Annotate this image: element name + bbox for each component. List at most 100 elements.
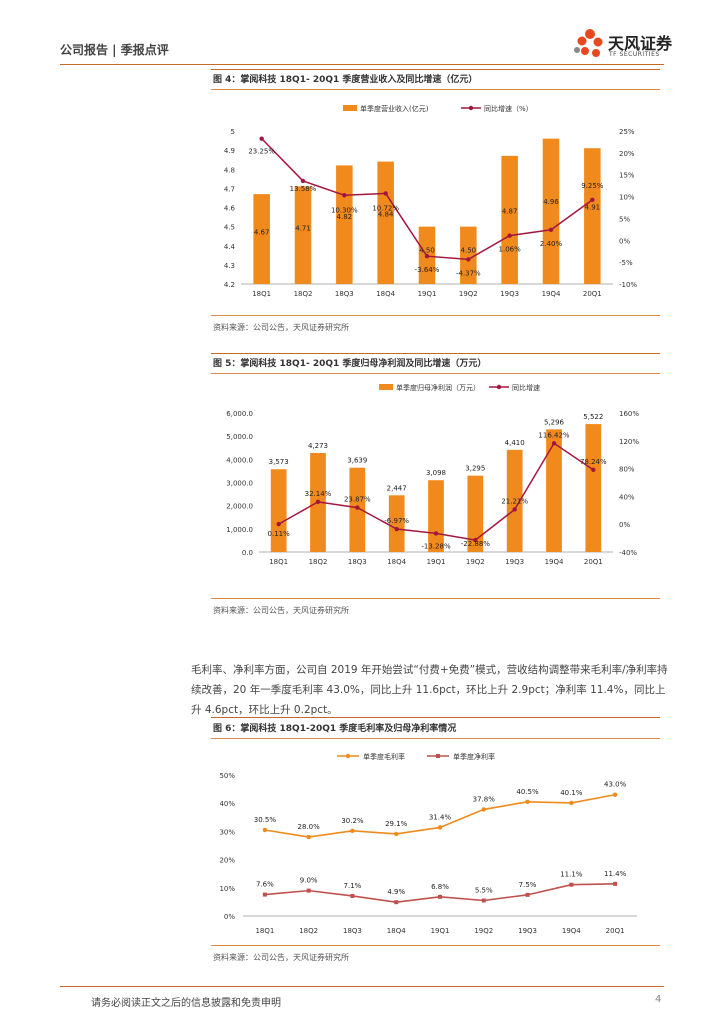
y-tick-label: 4.6	[224, 205, 236, 213]
y2-tick-label: 0%	[619, 521, 630, 529]
footer-rule	[60, 986, 664, 987]
x-tick-label: 19Q3	[518, 927, 537, 935]
growth-label: 13.58%	[290, 185, 317, 193]
growth-label: 2.40%	[540, 240, 563, 248]
growth-point	[466, 257, 471, 262]
growth-label: -4.37%	[456, 269, 481, 277]
growth-point	[591, 467, 596, 473]
bar-label: 3,098	[426, 469, 446, 477]
fig6-bottom-rule	[211, 945, 660, 946]
legend-bar-label: 单季度营业收入(亿元)	[360, 104, 429, 113]
gross-margin-label: 37.8%	[473, 795, 496, 803]
growth-label: 78.24%	[580, 458, 607, 466]
report-category: 公司报告 | 季报点评	[60, 43, 169, 57]
y2-tick-label: -5%	[619, 259, 633, 267]
fig6-top-rule	[211, 717, 660, 718]
growth-point	[383, 191, 388, 196]
net-margin-label: 7.5%	[519, 881, 537, 889]
y-tick-label: 5	[231, 128, 235, 136]
bar-label: 4.91	[585, 203, 601, 211]
bar-label: 4.84	[378, 211, 394, 219]
growth-label: 116.42%	[538, 431, 569, 439]
growth-point	[424, 253, 430, 259]
x-tick-label: 19Q4	[542, 290, 561, 298]
y-tick-label: 4.8	[224, 166, 235, 174]
revenue-chart: 单季度营业收入(亿元) 同比增速（%）4.24.34.44.54.64.74.84…	[224, 104, 638, 298]
growth-point	[315, 499, 321, 505]
y-tick-label: 20%	[219, 857, 235, 865]
fig6-caption: 图 6：掌阅科技 18Q1-20Q1 季度毛利率及归母净利率情况	[213, 724, 457, 734]
y-tick-label: 6,000.0	[226, 410, 253, 418]
growth-point	[433, 531, 439, 536]
x-tick-label: 19Q1	[418, 290, 437, 298]
net-margin-point	[613, 881, 618, 886]
legend-label: 单季度净利率	[453, 752, 495, 761]
y2-tick-label: -10%	[619, 281, 637, 289]
bar	[377, 161, 394, 284]
growth-label: 21.21%	[501, 497, 528, 505]
y-tick-label: 4.9	[224, 147, 235, 155]
y-tick-label: 50%	[219, 772, 235, 780]
y2-tick-label: 0%	[619, 237, 630, 245]
legend-marker	[345, 753, 351, 759]
legend-marker	[436, 754, 440, 758]
net-margin-point	[438, 894, 442, 899]
gross-margin-label: 31.4%	[429, 813, 452, 821]
growth-label: -3.64%	[415, 266, 440, 274]
fig5-top-rule	[211, 353, 660, 354]
gross-margin-point	[306, 834, 311, 840]
y2-tick-label: 10%	[619, 194, 635, 202]
bar	[584, 148, 601, 284]
gross-margin-point	[525, 799, 530, 804]
y-tick-label: 4,000.0	[226, 456, 253, 464]
growth-label: 10.30%	[331, 206, 358, 214]
y-tick-label: 4.7	[224, 185, 235, 193]
growth-point	[276, 521, 281, 527]
gross-margin-label: 28.0%	[298, 823, 321, 831]
legend-bar-swatch	[343, 105, 357, 111]
x-tick-label: 19Q4	[562, 927, 581, 935]
bar-label: 4.50	[461, 246, 477, 254]
bar-label: 4,273	[308, 442, 328, 450]
fig4-source: 资料来源：公司公告，天风证券研究所	[213, 323, 349, 332]
logo-name: 天风证券	[608, 34, 673, 53]
body-paragraph: 毛利率、净利率方面，公司自 2019 年开始尝试“付费+免费”模式，营收结构调整…	[191, 664, 668, 716]
growth-point	[259, 136, 264, 141]
growth-label: 9.25%	[581, 182, 604, 190]
x-tick-label: 19Q3	[505, 558, 524, 566]
x-tick-label: 20Q1	[606, 927, 625, 935]
x-tick-label: 18Q1	[255, 927, 274, 935]
bar-label: 2,447	[387, 484, 407, 492]
growth-point	[300, 178, 306, 184]
y-tick-label: 4.2	[224, 281, 235, 289]
margin-chart: 单季度毛利率 单季度净利率 0% 10% 20% 30% 40% 50% 18Q1 18Q2 18Q…	[219, 752, 637, 935]
growth-point	[507, 233, 512, 238]
header-rule	[60, 64, 664, 65]
y-tick-label: 1,000.0	[226, 526, 253, 534]
y2-tick-label: 80%	[619, 466, 635, 474]
gross-margin-label: 40.1%	[560, 789, 583, 797]
gross-margin-label: 40.5%	[516, 788, 539, 796]
y2-tick-label: 20%	[619, 150, 635, 158]
gross-margin-point	[350, 828, 355, 834]
net-margin-point	[394, 900, 399, 905]
bar	[460, 226, 477, 284]
net-margin-label: 9.0%	[300, 877, 318, 885]
growth-point	[548, 227, 554, 232]
y2-tick-label: 120%	[619, 438, 639, 446]
x-tick-label: 18Q3	[343, 927, 362, 935]
net-margin-label: 4.9%	[387, 888, 405, 896]
net-margin-label: 5.5%	[475, 886, 493, 894]
y-tick-label: 5,000.0	[226, 433, 253, 441]
bar-label: 4.96	[543, 198, 559, 206]
x-tick-label: 18Q4	[387, 558, 406, 566]
growth-point	[342, 193, 347, 198]
bar	[388, 495, 405, 552]
logo-subtitle: TF SECURITIES	[609, 51, 660, 58]
y-tick-label: 40%	[219, 800, 235, 808]
bar	[506, 449, 523, 552]
net-margin-label: 7.1%	[344, 882, 362, 890]
net-margin-point	[262, 892, 267, 897]
y-tick-label: 2,000.0	[226, 503, 253, 511]
y2-tick-label: 25%	[619, 128, 635, 136]
